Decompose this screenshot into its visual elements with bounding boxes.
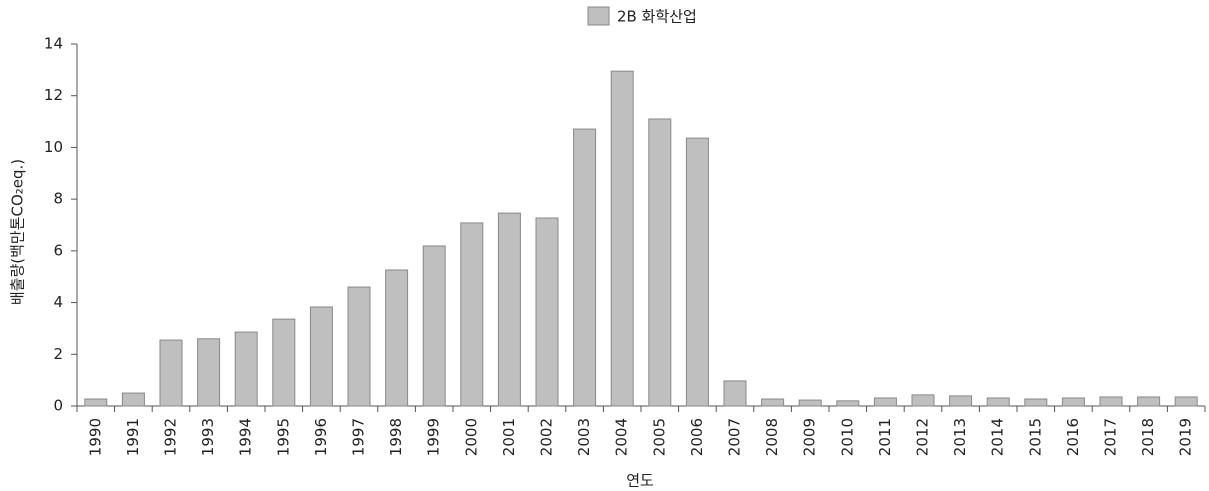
x-tick-label: 2000 — [462, 418, 480, 456]
y-tick-label: 6 — [53, 241, 63, 259]
y-tick-label: 2 — [53, 345, 63, 363]
bar — [873, 397, 897, 407]
y-tick-label: 10 — [44, 138, 63, 156]
x-tick-label: 2009 — [801, 418, 819, 456]
x-tick-label: 2003 — [575, 418, 593, 456]
bar — [798, 399, 822, 407]
x-tick-label: 2005 — [650, 418, 668, 456]
bar — [1099, 396, 1123, 407]
y-tick-label: 8 — [53, 190, 63, 208]
bar — [911, 394, 935, 407]
legend-swatch — [587, 6, 610, 26]
x-tick-label: 2019 — [1177, 418, 1195, 456]
x-tick-label: 2013 — [951, 418, 969, 456]
x-tick-label: 1992 — [162, 418, 180, 456]
bar — [497, 212, 521, 407]
bar — [272, 318, 296, 407]
x-axis-label: 연도 — [626, 472, 654, 490]
bar — [761, 398, 785, 407]
bar — [610, 70, 634, 407]
bar — [234, 331, 258, 407]
x-tick-label: 1994 — [237, 418, 255, 456]
x-tick-label: 2014 — [989, 418, 1007, 456]
x-tick-label: 2017 — [1102, 418, 1120, 456]
x-tick-label: 2007 — [726, 418, 744, 456]
bar — [309, 306, 333, 407]
bar — [422, 245, 446, 407]
y-tick-label: 4 — [53, 293, 63, 311]
bar — [1174, 396, 1198, 407]
bar — [1024, 398, 1048, 407]
bar — [197, 338, 221, 407]
bar — [1061, 397, 1085, 407]
bar — [84, 398, 108, 407]
bar — [1137, 396, 1161, 407]
x-tick-label: 1998 — [387, 418, 405, 456]
bar — [723, 380, 747, 407]
bar — [949, 395, 973, 407]
x-tick-label: 2006 — [688, 418, 706, 456]
x-tick-label: 1999 — [425, 418, 443, 456]
bar — [986, 397, 1010, 407]
x-tick-label: 2015 — [1026, 418, 1044, 456]
y-tick-label: 0 — [53, 397, 63, 415]
x-tick-label: 2010 — [838, 418, 856, 456]
x-tick-label: 1995 — [274, 418, 292, 456]
bar — [836, 400, 860, 407]
x-tick-label: 2011 — [876, 418, 894, 456]
x-tick-label: 1991 — [124, 418, 142, 456]
x-tick-label: 1990 — [86, 418, 104, 456]
x-tick-label: 2001 — [500, 418, 518, 456]
bar — [535, 217, 559, 407]
x-tick-label: 2012 — [914, 418, 932, 456]
bar — [385, 269, 409, 407]
bar — [573, 128, 597, 407]
x-tick-label: 2004 — [613, 418, 631, 456]
y-tick-label: 14 — [44, 35, 63, 53]
x-tick-label: 1996 — [312, 418, 330, 456]
bar — [648, 118, 672, 407]
x-tick-label: 2002 — [538, 418, 556, 456]
x-tick-label: 1993 — [199, 418, 217, 456]
x-tick-label: 1997 — [350, 418, 368, 456]
legend-label: 2B 화학산업 — [617, 8, 697, 26]
bar — [685, 137, 709, 407]
x-tick-label: 2016 — [1064, 418, 1082, 456]
bar — [460, 222, 484, 407]
x-tick-label: 2008 — [763, 418, 781, 456]
y-tick-label: 12 — [44, 86, 63, 104]
y-axis-label: 배출량(백만톤CO₂eq.) — [9, 159, 27, 305]
x-tick-label: 2018 — [1139, 418, 1157, 456]
bar — [347, 286, 371, 407]
bar — [121, 392, 145, 407]
bar — [159, 339, 183, 407]
